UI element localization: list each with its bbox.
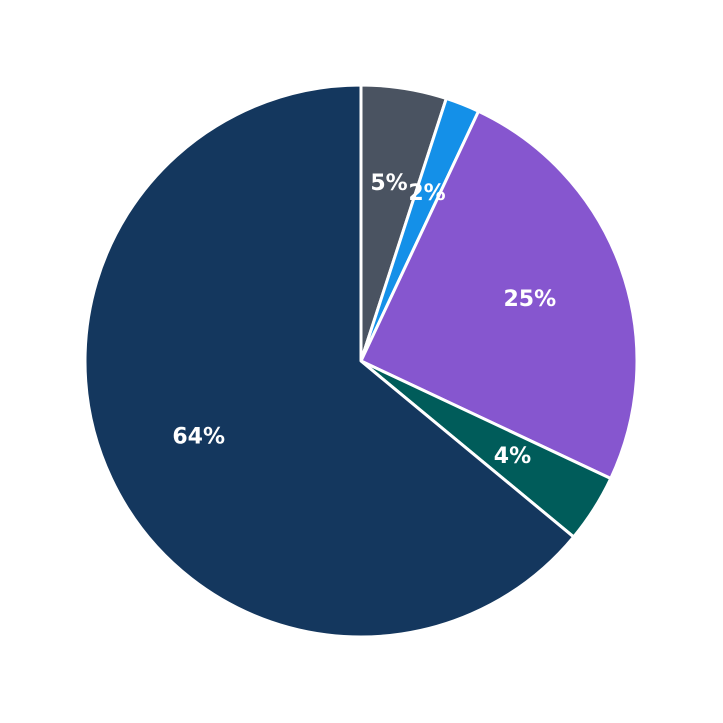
slice-label: 4% — [494, 444, 531, 469]
slice-label: 25% — [503, 287, 556, 312]
slice-label: 5% — [370, 171, 407, 196]
slice-label: 2% — [408, 181, 445, 206]
pie-slice — [359, 109, 639, 481]
pie-slice — [83, 83, 576, 639]
slice-label: 64% — [172, 424, 225, 449]
